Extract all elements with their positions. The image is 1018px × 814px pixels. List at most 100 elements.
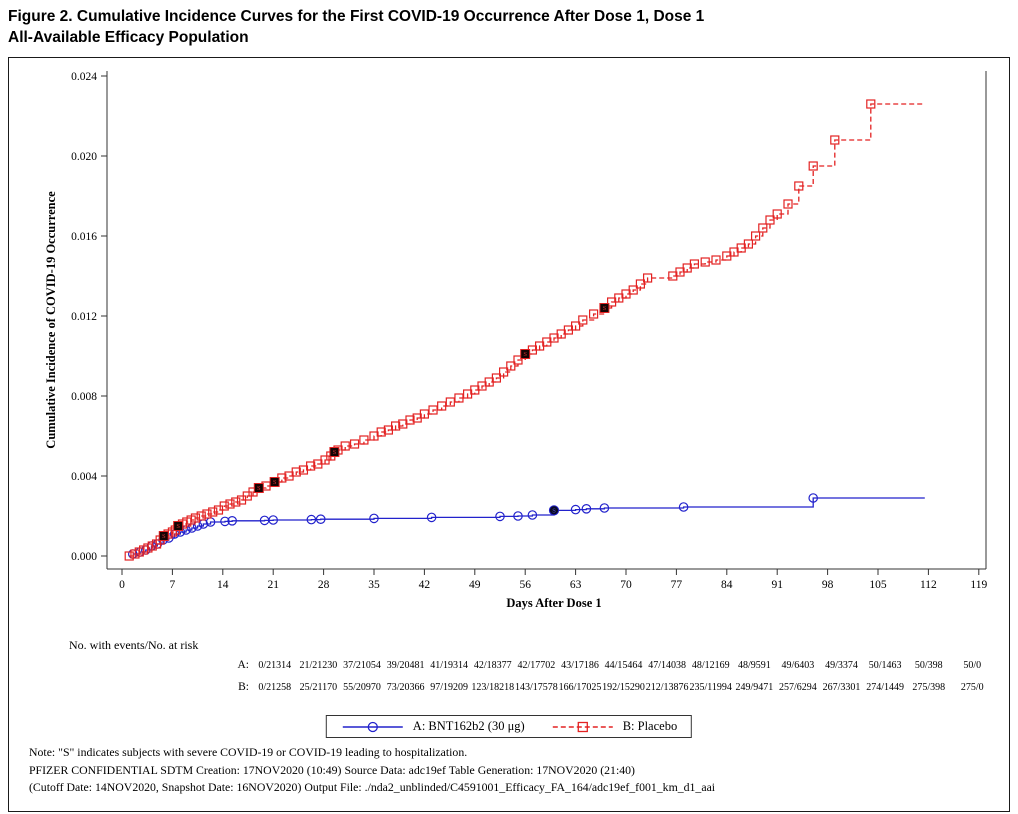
- legend-line-circle-icon: [342, 721, 403, 732]
- event-marker: [190, 513, 201, 523]
- severe-s-glyph: S: [257, 485, 261, 492]
- footnote-line: PFIZER CONFIDENTIAL SDTM Creation: 17NOV…: [29, 762, 635, 777]
- x-tick-label: 7: [170, 579, 176, 591]
- severe-s-glyph: S: [552, 508, 556, 515]
- event-marker: [340, 441, 350, 451]
- x-tick-label: 21: [267, 579, 279, 591]
- event-marker: [830, 135, 840, 145]
- event-marker: [513, 511, 523, 521]
- risk-value: 192/15290: [602, 682, 645, 693]
- risk-table-row: A: 0/21314 21/21230 37/21054 39/20481 41/1931…: [49, 659, 994, 681]
- event-marker: [642, 273, 653, 283]
- event-marker: [445, 397, 455, 407]
- severe-event-marker: [548, 505, 560, 516]
- event-marker: [227, 515, 237, 526]
- severe-s-glyph: S: [333, 449, 337, 456]
- event-marker: [570, 504, 581, 515]
- y-axis-title: Cumulative Incidence of COVID-19 Occurre…: [44, 191, 58, 449]
- event-marker: [628, 285, 638, 295]
- risk-value: 21/21230: [299, 660, 338, 671]
- x-tick-label: 112: [920, 579, 937, 591]
- risk-value: 49/3374: [825, 660, 858, 671]
- figure-title-line2: All-Available Efficacy Population: [8, 29, 249, 46]
- risk-value: 235/11994: [689, 682, 732, 693]
- risk-table: A: 0/21314 21/21230 37/21054 39/20481 41/1931…: [49, 659, 994, 703]
- risk-value: 25/21170: [299, 682, 338, 693]
- event-marker: [306, 514, 317, 525]
- legend-item: B: Placebo: [551, 719, 677, 734]
- risk-value: 166/17025: [558, 682, 602, 693]
- risk-row-label: A:: [237, 659, 250, 671]
- risk-value: 123/18218: [471, 682, 515, 693]
- x-tick-label: 105: [869, 579, 887, 591]
- x-tick-label: 70: [620, 579, 632, 591]
- event-marker: [711, 255, 721, 265]
- risk-value: 0/21258: [258, 682, 292, 693]
- severe-s-glyph: S: [273, 479, 277, 486]
- severe-s-glyph: S: [162, 533, 166, 540]
- x-tick-label: 119: [970, 579, 987, 591]
- event-marker: [391, 421, 401, 431]
- series-line-bnt162b2: [132, 497, 925, 555]
- event-marker: [570, 321, 581, 331]
- footnote-line: Note: "S" indicates subjects with severe…: [29, 745, 468, 759]
- x-tick-label: 84: [721, 579, 733, 591]
- risk-value: 50/0: [963, 660, 982, 671]
- event-marker: [359, 435, 369, 445]
- event-marker: [689, 259, 700, 269]
- risk-value: 43/17186: [561, 660, 599, 671]
- x-tick-label: 91: [771, 579, 783, 591]
- event-marker: [369, 513, 379, 524]
- event-marker: [513, 355, 523, 365]
- risk-value: 0/21314: [258, 660, 292, 671]
- event-marker: [808, 161, 818, 171]
- risk-value: 48/9591: [737, 660, 771, 671]
- y-tick-label: 0.016: [71, 231, 97, 243]
- risk-value: 257/6294: [779, 682, 817, 693]
- severe-s-glyph: S: [523, 351, 527, 358]
- y-tick-label: 0.024: [71, 71, 97, 83]
- x-tick-label: 0: [119, 579, 125, 591]
- event-marker: [527, 510, 538, 520]
- risk-value: 97/19209: [430, 682, 469, 693]
- risk-value: 274/1449: [866, 682, 904, 693]
- severe-event-marker: [520, 349, 531, 359]
- event-marker: [202, 509, 212, 519]
- x-tick-label: 35: [368, 579, 380, 591]
- legend-line-square-icon: [552, 721, 613, 732]
- event-marker: [491, 373, 501, 383]
- event-marker: [428, 405, 438, 415]
- x-tick-label: 49: [469, 579, 481, 591]
- legend-label: A: BNT162b2 (30 μg): [412, 719, 525, 733]
- figure-title: Figure 2. Cumulative Incidence Curves fo…: [8, 6, 1008, 48]
- event-marker: [599, 503, 610, 513]
- x-tick-label: 63: [570, 579, 582, 591]
- risk-value: 50/1463: [868, 660, 902, 671]
- footnotes: Note: "S" indicates subjects with severe…: [29, 744, 999, 797]
- y-tick-label: 0.008: [71, 391, 97, 403]
- y-tick-label: 0.020: [71, 151, 97, 163]
- event-marker: [678, 502, 689, 512]
- y-tick-label: 0.000: [71, 551, 97, 563]
- risk-value: 47/14038: [648, 660, 687, 671]
- severe-event-marker: [329, 447, 340, 457]
- risk-value: 249/9471: [735, 682, 774, 693]
- risk-value: 50/398: [914, 660, 943, 671]
- event-marker: [495, 511, 505, 522]
- event-marker: [124, 551, 134, 561]
- severe-event-marker: [599, 303, 610, 313]
- risk-value: 41/19314: [430, 660, 469, 671]
- event-marker: [758, 223, 768, 233]
- severe-event-marker: [253, 483, 264, 493]
- event-marker: [219, 501, 229, 511]
- x-tick-label: 98: [822, 579, 834, 591]
- severe-s-glyph: S: [176, 523, 180, 530]
- event-marker: [772, 209, 782, 219]
- event-marker: [220, 516, 230, 527]
- event-marker: [315, 514, 326, 524]
- event-marker: [783, 199, 793, 209]
- x-tick-label: 14: [217, 579, 229, 591]
- event-marker: [306, 461, 316, 471]
- risk-value: 49/6403: [781, 660, 815, 671]
- x-tick-label: 56: [519, 579, 531, 591]
